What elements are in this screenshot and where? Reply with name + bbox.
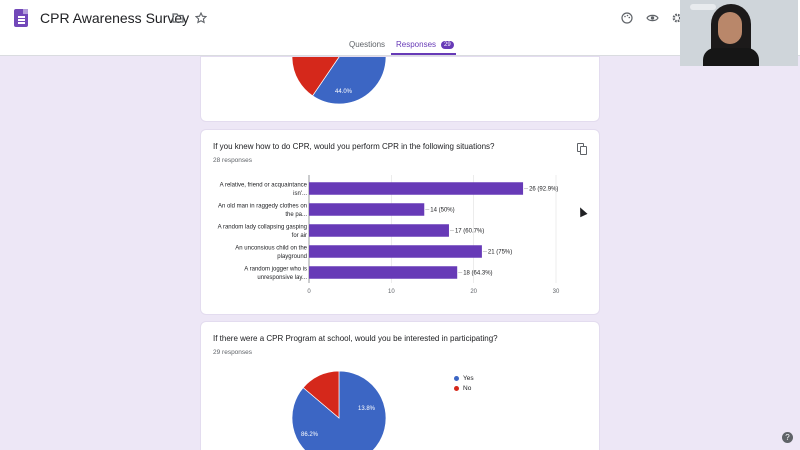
response-count: 29 responses [213,349,253,356]
category-label: playground [277,254,307,260]
category-label: An old man in raggedy clothes on [218,203,307,209]
response-count-badge: 29 [441,40,454,49]
palette-icon[interactable] [619,10,635,26]
previous-pie-chart [291,57,387,105]
legend-label-no: No [463,385,472,392]
pie-label-no: 13.8% [358,406,376,412]
question-title: If you knew how to do CPR, would you per… [213,142,495,151]
data-label: 26 (92.9%) [529,187,558,193]
legend-swatch-yes [454,376,459,381]
x-tick-label: 20 [470,289,477,295]
bar[interactable] [309,224,449,237]
category-label: A random jogger who is [244,266,307,272]
active-tab-indicator [391,53,456,55]
folder-icon[interactable] [170,10,186,26]
legend-item-no[interactable]: No [454,385,471,392]
pie-label-yes: 86.2% [301,432,319,438]
previous-question-card: 44.0% [200,56,600,122]
star-icon[interactable] [193,10,209,26]
tab-responses-label: Responses [396,40,437,49]
previous-slice-red[interactable] [291,57,340,97]
category-label: An unconsious child on the [235,245,307,251]
legend-item-yes[interactable]: Yes [454,375,474,382]
question-card-cpr-situations: If you knew how to do CPR, would you per… [200,129,600,315]
category-label: for air [292,233,307,239]
top-bar: CPR Awareness Survey Questions Responses… [0,0,800,56]
response-count: 28 responses [213,157,253,164]
copy-chart-icon[interactable] [576,143,588,155]
question-title: If there were a CPR Program at school, w… [213,334,498,343]
form-title[interactable]: CPR Awareness Survey [40,10,190,26]
bar[interactable] [309,182,524,195]
help-icon[interactable]: ? [782,432,793,443]
data-label: 21 (75%) [488,250,512,256]
category-label: A relative, friend or acquaintance [220,182,308,188]
legend-label-yes: Yes [463,375,474,382]
previous-slice-label: 44.0% [335,89,353,95]
legend-swatch-no [454,386,459,391]
category-label: the pa... [285,212,307,218]
tab-bar: Questions Responses 29 [0,36,800,56]
question-card-cpr-program: If there were a CPR Program at school, w… [200,321,600,450]
bar[interactable] [309,266,458,279]
webcam-video [680,0,798,66]
data-label: 14 (50%) [430,208,454,214]
eye-icon[interactable] [644,10,660,26]
data-label: 18 (64.3%) [463,271,492,277]
category-label: A random lady collapsing gasping [218,224,307,230]
forms-logo-icon[interactable] [14,9,28,27]
x-tick-label: 0 [307,289,311,295]
bar-chart: 0 10 20 30 A relative, friend or acquaintanc… [218,175,560,295]
bar[interactable] [309,245,482,258]
pie-chart [291,370,387,450]
category-label: unresponsive lay... [257,275,307,281]
x-tick-label: 10 [388,289,395,295]
previous-slice-blue[interactable] [312,57,387,105]
category-label: isn'... [293,191,307,197]
pie-slice-no[interactable] [302,370,340,419]
tab-questions[interactable]: Questions [349,40,386,49]
tab-responses[interactable]: Responses 29 [396,40,454,49]
data-label: 17 (60.7%) [455,229,484,235]
x-tick-label: 30 [553,289,560,295]
bar[interactable] [309,203,425,216]
